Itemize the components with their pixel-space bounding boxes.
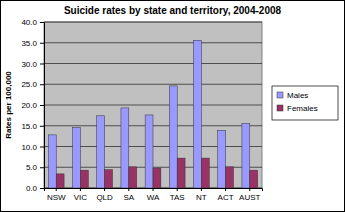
tick: ACT: [218, 188, 234, 202]
tick-label: NT: [196, 193, 207, 202]
tick-label: 25.0: [21, 80, 37, 89]
bar: [153, 168, 161, 188]
chart-frame: [1, 1, 345, 212]
bar: [250, 170, 258, 188]
plot-area: [44, 22, 262, 188]
tick-mark: [40, 84, 44, 85]
bar: [105, 170, 113, 188]
tick-mark: [40, 147, 44, 148]
tick-mark: [177, 188, 178, 191]
grid-line: [44, 84, 262, 85]
tick-label: 40.0: [21, 18, 37, 27]
tick-label: VIC: [74, 193, 88, 202]
y-axis: 0.0 5.0 10.0 15.0 20.0 25.0 30.0 35.0 40.0: [21, 18, 44, 193]
tick: TAS: [170, 188, 185, 202]
title: Suicide rates by state and territory, 20…: [64, 5, 282, 16]
tick: QLD: [96, 188, 113, 202]
tick-label: SA: [123, 193, 134, 202]
grid-line: [44, 63, 262, 64]
bar: [129, 167, 137, 188]
tick: 20.0: [21, 101, 44, 110]
bar: [201, 158, 209, 188]
x-axis: NSW VIC QLD SA WA TAS NT ACT AUST: [45, 188, 263, 202]
grid-line: [44, 105, 262, 106]
tick: 35.0: [21, 39, 44, 48]
tick: VIC: [74, 188, 88, 202]
tick-label: TAS: [170, 193, 185, 202]
bar: [80, 170, 88, 188]
bar: [169, 86, 177, 188]
tick-label: 20.0: [21, 101, 37, 110]
tick-label: AUST: [239, 193, 260, 202]
tick-label: 0.0: [26, 184, 38, 193]
tick-mark: [225, 188, 226, 191]
tick-label: 30.0: [21, 60, 37, 69]
bar: [145, 115, 153, 188]
y-axis-title: Rates per 100,000: [4, 71, 13, 139]
tick-label: 15.0: [21, 122, 37, 131]
tick-mark: [249, 188, 250, 191]
bar: [73, 127, 81, 188]
grid-line: [44, 42, 262, 43]
tick-label: WA: [147, 193, 160, 202]
legend: Males Females: [272, 86, 338, 120]
bar: [177, 158, 185, 188]
tick-label: 10.0: [21, 143, 37, 152]
tick: 30.0: [21, 60, 44, 69]
tick: SA: [123, 188, 134, 202]
tick-mark: [40, 43, 44, 44]
tick: 10.0: [21, 143, 44, 152]
bars: [48, 40, 257, 188]
tick-mark: [40, 22, 44, 23]
tick-label: ACT: [218, 193, 234, 202]
tick-mark: [56, 188, 57, 191]
axis-line: [45, 189, 263, 192]
tick: 0.0: [26, 184, 44, 193]
tick-mark: [40, 167, 44, 168]
tick-mark: [128, 188, 129, 191]
tick-mark: [153, 188, 154, 191]
tick: 15.0: [21, 122, 44, 131]
bar: [121, 108, 129, 188]
tick-mark: [201, 188, 202, 191]
tick: AUST: [239, 188, 260, 202]
bar: [218, 130, 226, 188]
legend-box: [272, 86, 338, 120]
bar: [226, 167, 234, 188]
axis-line: [40, 23, 45, 189]
chart: 0.0 5.0 10.0 15.0 20.0 25.0 30.0 35.0 40.0 NSW VIC…: [0, 0, 345, 212]
bar: [97, 116, 105, 188]
tick-mark: [40, 105, 44, 106]
tick: 5.0: [26, 163, 44, 172]
tick-mark: [40, 64, 44, 65]
bar: [242, 123, 250, 188]
tick-label: 35.0: [21, 39, 37, 48]
legend-label: Males: [287, 91, 308, 100]
bar: [194, 40, 202, 188]
legend-label: Females: [287, 104, 318, 113]
tick: 40.0: [21, 18, 44, 27]
tick: WA: [147, 188, 160, 202]
tick-mark: [40, 188, 44, 189]
tick-mark: [80, 188, 81, 191]
legend-swatch: [277, 105, 283, 111]
tick-mark: [40, 126, 44, 127]
legend-swatch: [277, 92, 283, 98]
tick: 25.0: [21, 80, 44, 89]
tick: NT: [196, 188, 207, 202]
grid-line: [44, 22, 262, 23]
tick: NSW: [47, 188, 66, 202]
bar: [48, 135, 56, 188]
tick-label: QLD: [96, 193, 113, 202]
tick-label: NSW: [47, 193, 66, 202]
tick-mark: [104, 188, 105, 191]
tick-label: 5.0: [26, 163, 38, 172]
grid: [44, 22, 262, 188]
bar: [56, 174, 64, 188]
